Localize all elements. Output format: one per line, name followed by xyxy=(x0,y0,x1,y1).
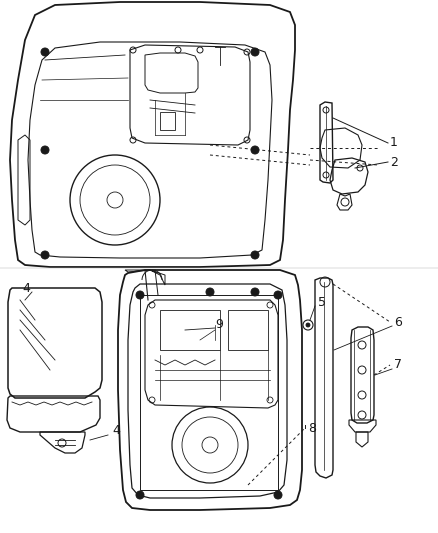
Text: 4: 4 xyxy=(22,281,30,295)
Circle shape xyxy=(306,323,310,327)
Text: 8: 8 xyxy=(308,422,316,434)
Circle shape xyxy=(251,48,259,56)
Text: 9: 9 xyxy=(215,319,223,332)
Circle shape xyxy=(136,291,144,299)
Circle shape xyxy=(251,288,259,296)
Circle shape xyxy=(41,251,49,259)
Circle shape xyxy=(274,491,282,499)
Text: 5: 5 xyxy=(318,295,326,309)
Circle shape xyxy=(41,146,49,154)
Circle shape xyxy=(274,291,282,299)
Circle shape xyxy=(251,251,259,259)
Circle shape xyxy=(136,491,144,499)
Circle shape xyxy=(206,288,214,296)
Text: 2: 2 xyxy=(390,156,398,168)
Circle shape xyxy=(251,146,259,154)
Circle shape xyxy=(41,48,49,56)
Text: 6: 6 xyxy=(394,316,402,328)
Text: 7: 7 xyxy=(394,359,402,372)
Text: 1: 1 xyxy=(390,136,398,149)
Text: 4: 4 xyxy=(112,424,120,437)
